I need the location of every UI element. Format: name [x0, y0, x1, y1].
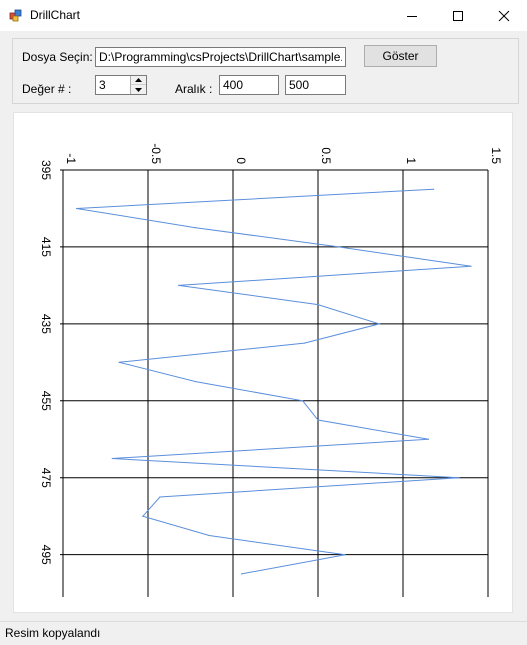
x-tick-label: -1	[64, 153, 78, 164]
close-button[interactable]	[481, 0, 527, 31]
gridlines	[60, 169, 489, 597]
data-point	[317, 419, 319, 421]
x-tick-label: 0.5	[319, 147, 333, 164]
data-point	[427, 438, 430, 440]
y-tick-label: 475	[39, 468, 53, 488]
data-point	[337, 246, 339, 248]
stepper-down-button[interactable]	[131, 85, 146, 94]
control-panel: Dosya Seçin: Göster Değer # : 3 Aralık :	[12, 38, 519, 104]
status-bar: Resim kopyalandı	[0, 621, 527, 645]
data-point	[303, 342, 305, 344]
data-point	[458, 477, 460, 479]
y-tick-label: 495	[39, 545, 53, 565]
stepper-up-button[interactable]	[131, 76, 146, 85]
range-from-input[interactable]	[219, 75, 279, 95]
file-label: Dosya Seçin:	[22, 50, 93, 64]
close-icon	[498, 10, 510, 21]
drill-chart: -1 -0.5 0 0.5 1 1.5 395 415 435 455 475 495	[39, 143, 503, 597]
data-point	[240, 573, 243, 575]
x-tick-label: -0.5	[149, 143, 163, 164]
y-tick-label: 435	[39, 314, 53, 334]
status-text: Resim kopyalandı	[5, 626, 101, 640]
value-number-stepper[interactable]: 3	[95, 75, 147, 95]
range-to-input[interactable]	[285, 75, 346, 95]
data-point	[302, 400, 304, 402]
window-title: DrillChart	[30, 8, 81, 22]
data-point	[208, 534, 210, 537]
data-point	[470, 265, 472, 267]
data-point	[344, 554, 346, 556]
range-label: Aralık :	[175, 82, 213, 96]
value-label: Değer # :	[22, 82, 72, 96]
y-tick-label: 395	[39, 160, 53, 180]
x-tick-label: 1	[404, 157, 418, 164]
data-point	[433, 188, 435, 190]
data-point	[317, 304, 319, 306]
chart-panel: -1 -0.5 0 0.5 1 1.5 395 415 435 455 475 495	[13, 112, 513, 613]
file-path-input[interactable]	[95, 47, 346, 67]
data-point	[111, 457, 113, 460]
data-point	[378, 323, 380, 325]
x-tick-labels: -1 -0.5 0 0.5 1 1.5	[64, 143, 503, 164]
chevron-down-icon	[135, 87, 142, 92]
minimize-icon	[407, 15, 417, 17]
x-tick-label: 0	[234, 157, 248, 164]
data-point	[178, 284, 180, 287]
stepper-arrows	[130, 76, 146, 94]
minimize-button[interactable]	[389, 0, 435, 31]
y-tick-label: 415	[39, 237, 53, 257]
show-button[interactable]: Göster	[364, 45, 437, 67]
value-number: 3	[99, 78, 106, 92]
data-point	[159, 496, 161, 498]
data-point	[195, 227, 197, 229]
data-point	[76, 207, 78, 210]
maximize-icon	[453, 10, 463, 21]
title-bar[interactable]: DrillChart	[0, 0, 527, 31]
data-point	[142, 515, 144, 517]
chevron-up-icon	[135, 78, 142, 82]
data-series	[76, 188, 472, 575]
data-point	[118, 361, 120, 363]
data-point	[195, 380, 197, 383]
y-tick-labels: 395 415 435 455 475 495	[39, 160, 53, 565]
app-icon	[9, 9, 22, 22]
x-tick-label: 1.5	[489, 147, 503, 164]
maximize-button[interactable]	[435, 0, 481, 31]
y-tick-label: 455	[39, 391, 53, 411]
